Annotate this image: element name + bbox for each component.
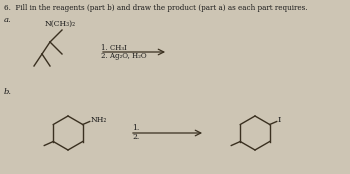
Text: 6.  Fill in the reagents (part b) and draw the product (part a) as each part req: 6. Fill in the reagents (part b) and dra…	[4, 4, 308, 12]
Text: 2. Ag₂O, H₂O: 2. Ag₂O, H₂O	[101, 52, 147, 60]
Text: NH₂: NH₂	[91, 117, 107, 125]
Text: b.: b.	[4, 88, 12, 96]
Text: a.: a.	[4, 16, 12, 24]
Text: 1.: 1.	[132, 124, 139, 132]
Text: 1. CH₃I: 1. CH₃I	[101, 44, 127, 52]
Text: 2.: 2.	[132, 133, 139, 141]
Text: I: I	[278, 117, 281, 125]
Text: N(CH₃)₂: N(CH₃)₂	[45, 20, 76, 28]
